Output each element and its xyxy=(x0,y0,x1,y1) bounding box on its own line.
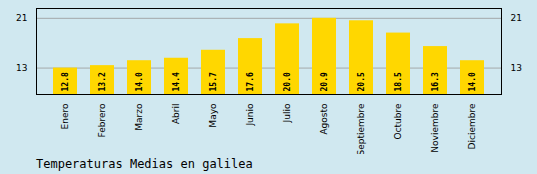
svg-text:13: 13 xyxy=(511,63,522,73)
svg-text:Febrero: Febrero xyxy=(97,103,107,137)
svg-text:13.2: 13.2 xyxy=(98,72,107,91)
svg-text:14.4: 14.4 xyxy=(172,72,181,91)
svg-text:Noviembre: Noviembre xyxy=(430,103,440,153)
svg-text:Agosto: Agosto xyxy=(319,103,329,135)
svg-text:Enero: Enero xyxy=(60,103,70,129)
svg-text:Marzo: Marzo xyxy=(134,103,144,131)
svg-text:Septiembre: Septiembre xyxy=(356,103,366,154)
svg-text:20.9: 20.9 xyxy=(320,72,329,91)
svg-text:15.7: 15.7 xyxy=(209,72,218,91)
svg-text:21: 21 xyxy=(16,13,27,23)
svg-text:14.0: 14.0 xyxy=(468,72,477,91)
svg-text:20.0: 20.0 xyxy=(283,72,292,91)
svg-text:21: 21 xyxy=(511,13,522,23)
svg-text:Mayo: Mayo xyxy=(208,103,218,128)
html-text:Temperaturas Medias en galilea: Temperaturas Medias en galilea xyxy=(36,157,253,171)
svg-text:14.0: 14.0 xyxy=(135,72,144,91)
svg-text:16.3: 16.3 xyxy=(431,72,440,91)
svg-text:18.5: 18.5 xyxy=(394,72,403,91)
svg-text:Julio: Julio xyxy=(282,103,292,123)
svg-text:Junio: Junio xyxy=(245,103,255,127)
svg-text:17.6: 17.6 xyxy=(246,72,255,91)
svg-text:20.5: 20.5 xyxy=(357,72,366,91)
svg-text:13: 13 xyxy=(16,63,27,73)
svg-text:Octubre: Octubre xyxy=(393,103,403,139)
svg-text:Abril: Abril xyxy=(171,104,181,125)
svg-text:12.8: 12.8 xyxy=(61,72,70,91)
svg-text:Diciembre: Diciembre xyxy=(467,103,477,149)
